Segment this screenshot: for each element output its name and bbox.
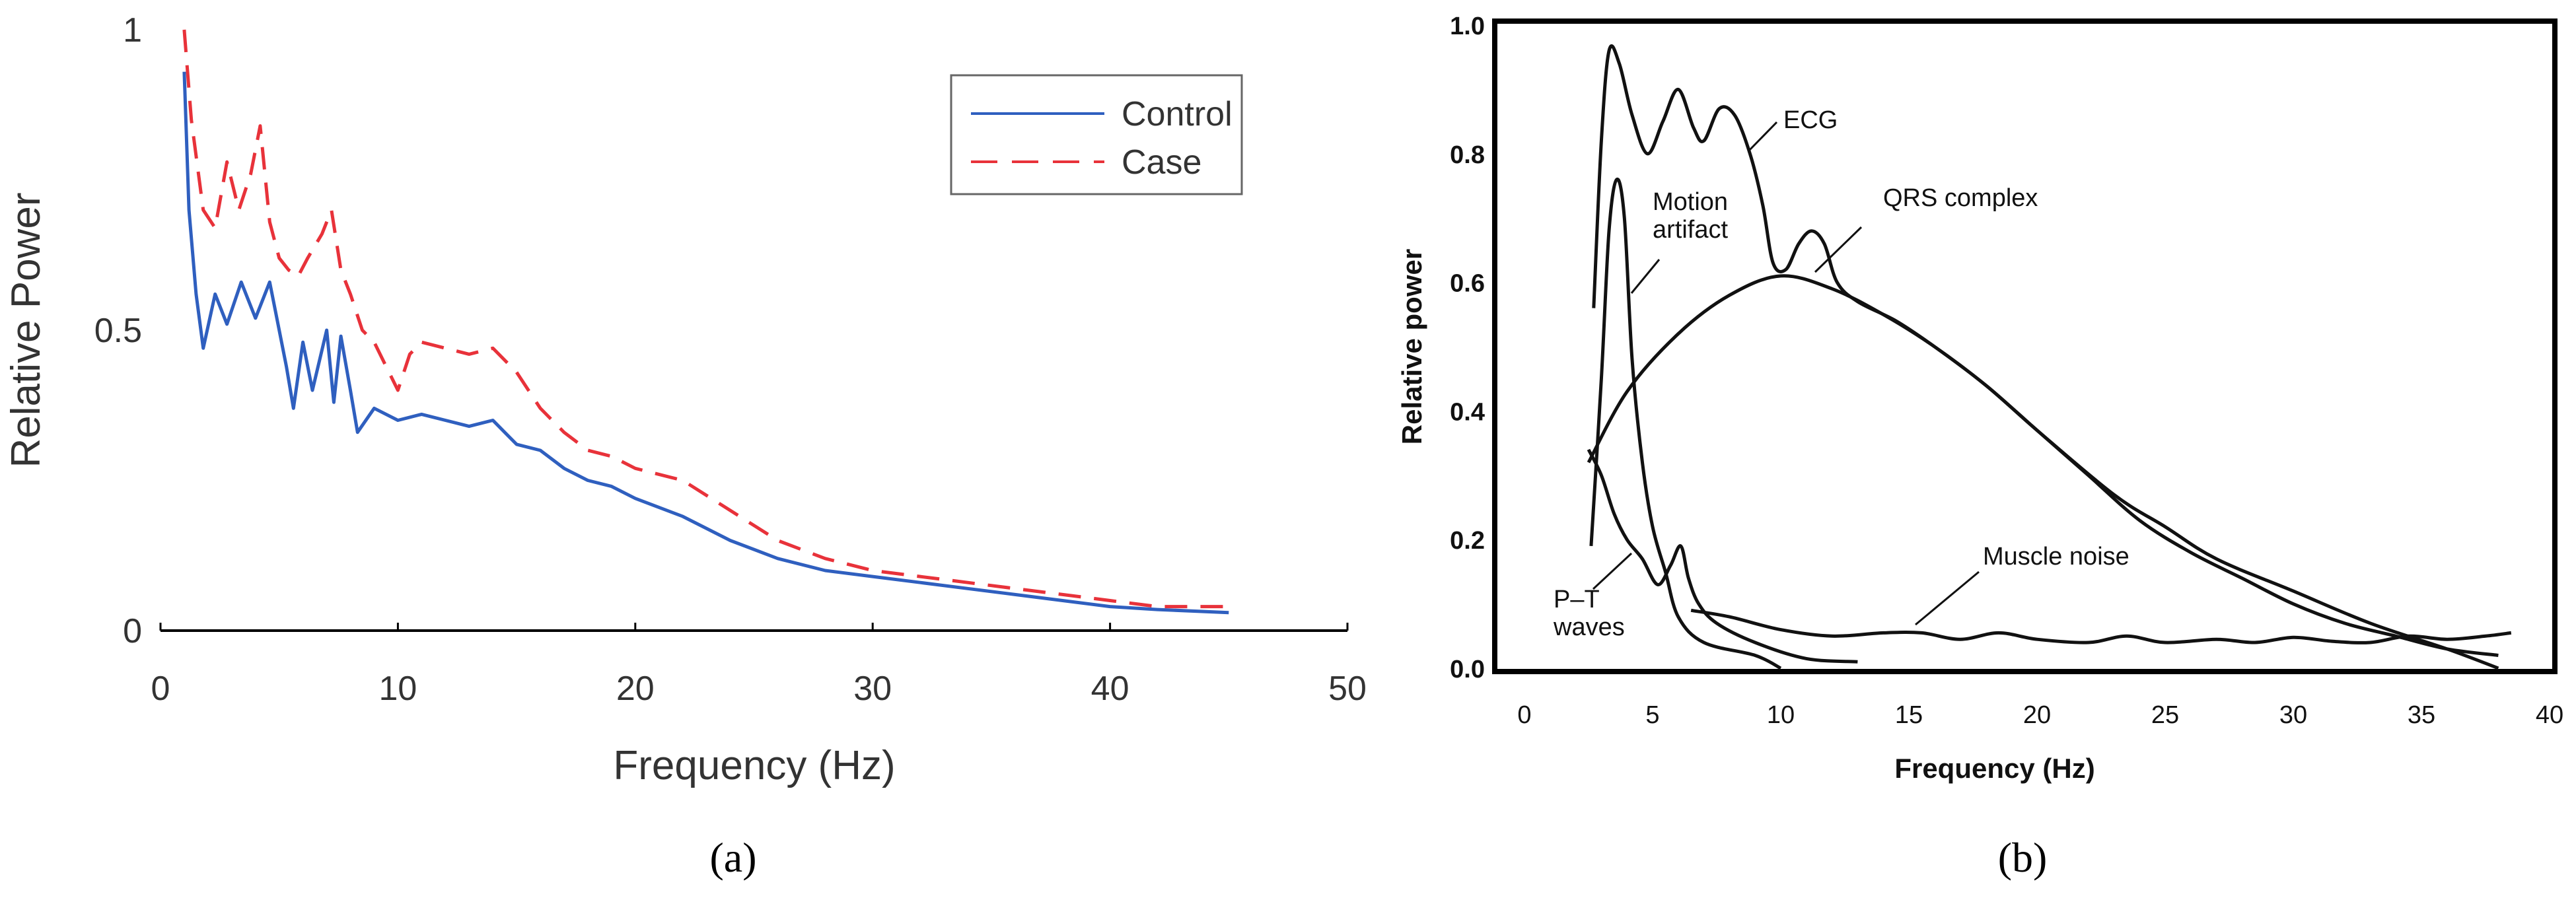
chart-a-x-tick-label: 20: [616, 670, 655, 708]
annotation-ecg: ECG: [1783, 106, 1838, 134]
chart-b-x-tick-label: 40: [2536, 701, 2563, 729]
annotation-muscle-leader: [1915, 571, 1980, 626]
chart-b-x-axis-label: Frequency (Hz): [1894, 753, 2094, 784]
chart-a-x-ticks: 0 10 20 30 40 50: [151, 623, 1367, 708]
chart-a-legend-box: [950, 74, 1243, 195]
chart-a-y-tick-label: 0.5: [94, 312, 142, 350]
chart-a: 0 10 20 30 40 50 00.51 Frequency (Hz) Relativ…: [3, 11, 1367, 881]
chart-a-x-tick-label: 40: [1091, 670, 1129, 708]
annotation-qrs-leader: [1814, 226, 1863, 273]
curve-qrs-complex: [1587, 274, 2499, 657]
series-line-case: [182, 29, 1229, 609]
chart-b-x-tick-label: 30: [2279, 701, 2307, 729]
chart-b-x-ticks: 0 5 10 15 20 25 30 35 40: [1517, 701, 2563, 729]
panel-a-caption: (a): [709, 834, 756, 881]
chart-b-x-tick-label: 35: [2408, 701, 2435, 729]
chart-b-x-tick-label: 15: [1895, 701, 1923, 729]
chart-b-y-tick-label: 0.8: [1450, 141, 1485, 169]
chart-b-y-tick-label: 0.2: [1450, 527, 1485, 555]
chart-a-y-axis-label: Relative Power: [3, 193, 49, 468]
annotation-muscle-noise: Muscle noise: [1983, 543, 2129, 571]
chart-b-y-tick-label: 0.4: [1450, 398, 1485, 426]
annotation-pt-leader: [1592, 552, 1633, 590]
chart-a-series-layer: [182, 29, 1229, 615]
chart-b-x-tick-label: 25: [2151, 701, 2179, 729]
chart-b-y-tick-label: 1.0: [1450, 13, 1485, 40]
annotation-qrs-complex: QRS complex: [1883, 184, 2038, 212]
annotation-motion-artifact-line2: artifact: [1653, 216, 1728, 244]
annotation-pt-waves-line2: waves: [1553, 613, 1625, 641]
curve-muscle-noise: [1690, 608, 2512, 644]
chart-a-y-tick-label: 0: [123, 612, 142, 650]
chart-b-frame: [1492, 18, 2558, 674]
chart-b: 0 5 10 15 20 25 30 35 40 0.0 0.2 0.4 0.6 0.8 1.0 Freq…: [1396, 13, 2563, 881]
chart-b-x-tick-label: 5: [1645, 701, 1659, 729]
annotation-ecg-leader: [1748, 121, 1778, 152]
chart-a-x-tick-label: 50: [1328, 670, 1367, 708]
chart-b-x-tick-label: 20: [2023, 701, 2051, 729]
chart-a-x-tick-label: 0: [151, 670, 170, 708]
chart-b-y-tick-label: 0.0: [1450, 656, 1485, 683]
chart-b-x-tick-label: 10: [1767, 701, 1795, 729]
curve-motion-artifact: [1589, 177, 1782, 670]
series-line-control: [182, 71, 1229, 615]
chart-a-legend: Control Case: [950, 74, 1243, 195]
annotation-motion-artifact-line1: Motion: [1653, 188, 1728, 216]
chart-a-y-ticks: 00.51: [94, 11, 142, 650]
annotation-pt-waves-line1: P–T: [1554, 586, 1600, 613]
chart-b-y-axis-label: Relative power: [1396, 249, 1427, 444]
chart-b-x-tick-label: 0: [1517, 701, 1531, 729]
chart-b-annotations: ECG QRS complex Motion artifact P–T wave…: [1553, 106, 2129, 641]
curve-ecg: [1592, 44, 2499, 670]
legend-label-case: Case: [1122, 143, 1201, 182]
chart-a-x-axis-label: Frequency (Hz): [613, 743, 895, 788]
chart-b-y-ticks: 0.0 0.2 0.4 0.6 0.8 1.0: [1450, 13, 1485, 683]
legend-label-control: Control: [1122, 95, 1233, 133]
chart-b-series-layer: [1587, 44, 2512, 670]
chart-a-x-tick-label: 10: [378, 670, 417, 708]
chart-a-y-tick-label: 1: [123, 11, 142, 50]
chart-b-y-tick-label: 0.6: [1450, 270, 1485, 298]
chart-a-x-tick-label: 30: [853, 670, 892, 708]
panel-b-caption: (b): [1998, 834, 2048, 881]
annotation-motion-leader: [1630, 259, 1661, 294]
curve-p-t-waves: [1587, 448, 1858, 664]
